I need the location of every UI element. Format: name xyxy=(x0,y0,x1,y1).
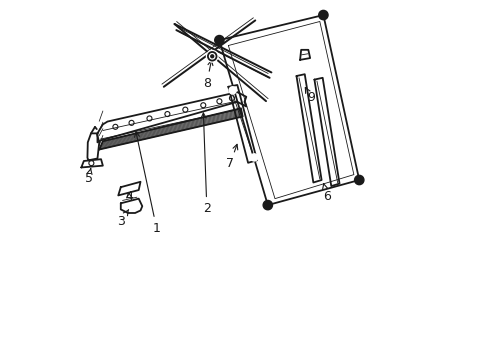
Text: 6: 6 xyxy=(322,184,330,203)
Circle shape xyxy=(214,36,224,45)
Circle shape xyxy=(263,201,272,210)
Text: 2: 2 xyxy=(201,113,210,215)
Circle shape xyxy=(206,50,218,62)
Circle shape xyxy=(354,175,363,185)
Text: 3: 3 xyxy=(117,210,128,228)
Circle shape xyxy=(250,154,257,161)
Text: 8: 8 xyxy=(203,60,212,90)
Text: 5: 5 xyxy=(84,169,92,185)
Circle shape xyxy=(318,10,327,20)
Text: 1: 1 xyxy=(134,132,160,235)
Text: 4: 4 xyxy=(125,190,133,203)
Text: 7: 7 xyxy=(225,144,237,170)
Circle shape xyxy=(210,55,213,58)
Text: 9: 9 xyxy=(305,88,314,104)
Circle shape xyxy=(228,87,236,94)
